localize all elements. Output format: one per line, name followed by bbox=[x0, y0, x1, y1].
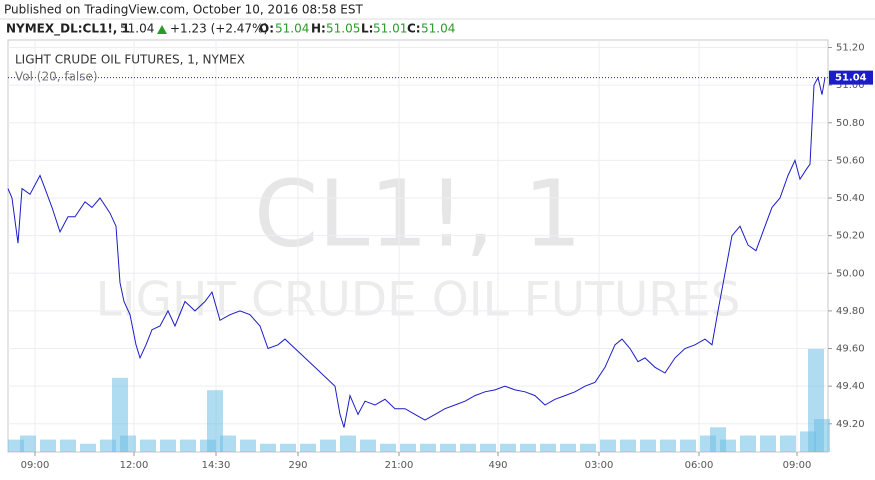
low-value: 51.01 bbox=[373, 22, 407, 36]
close-value: 51.04 bbox=[421, 22, 455, 36]
volume-bar bbox=[780, 435, 796, 452]
last-price-badge bbox=[829, 70, 873, 85]
y-tick-label: 50.20 bbox=[836, 231, 865, 242]
price: 51.04 bbox=[120, 22, 154, 36]
x-tick-label: 09:00 bbox=[783, 460, 812, 471]
volume-bar bbox=[540, 443, 556, 452]
high-label: H: bbox=[311, 22, 326, 36]
volume-bar bbox=[740, 435, 756, 452]
x-tick-label: 03:00 bbox=[585, 460, 614, 471]
volume-bar bbox=[220, 435, 236, 452]
x-tick-label: 490 bbox=[488, 460, 507, 471]
volume-bar bbox=[480, 443, 496, 452]
volume-bar bbox=[240, 439, 256, 452]
volume-bar bbox=[420, 443, 436, 452]
volume-bar bbox=[560, 443, 576, 452]
volume-bar bbox=[112, 377, 128, 452]
volume-bar bbox=[380, 443, 396, 452]
open-label: O: bbox=[259, 22, 274, 36]
y-tick-label: 51.00 bbox=[836, 80, 865, 91]
open-value: 51.04 bbox=[275, 22, 309, 36]
volume-bar bbox=[680, 439, 696, 452]
volume-bar bbox=[760, 435, 776, 452]
volume-bar bbox=[580, 443, 596, 452]
y-tick-label: 49.20 bbox=[836, 419, 865, 430]
last-price-label: 51.04 bbox=[835, 73, 867, 84]
volume-bar bbox=[814, 419, 830, 452]
volume-bar bbox=[60, 439, 76, 452]
volume-bar bbox=[600, 439, 616, 452]
volume-bar bbox=[280, 443, 296, 452]
x-tick-label: 21:00 bbox=[385, 460, 414, 471]
published-note: Published on TradingView.com, October 10… bbox=[4, 3, 364, 17]
watermark: CL1!, 1 bbox=[254, 160, 582, 267]
volume-bar bbox=[320, 439, 336, 452]
volume-bar bbox=[40, 439, 56, 452]
x-tick-label: 09:00 bbox=[21, 460, 50, 471]
volume-bar bbox=[660, 439, 676, 452]
y-tick-label: 50.60 bbox=[836, 155, 865, 166]
x-tick-label: 14:30 bbox=[202, 460, 231, 471]
volume-bar bbox=[80, 443, 96, 452]
plot-frame bbox=[7, 39, 829, 453]
volume-bar bbox=[120, 435, 136, 452]
x-tick-label: 12:00 bbox=[120, 460, 149, 471]
low-label: L: bbox=[361, 22, 373, 36]
volume-bar bbox=[520, 443, 536, 452]
volume-bar bbox=[500, 443, 516, 452]
change: +1.23 (+2.47%) bbox=[170, 22, 268, 36]
legend-title: LIGHT CRUDE OIL FUTURES, 1, NYMEX bbox=[15, 53, 245, 67]
plot-area: CL1!, 1 LIGHT CRUDE OIL FUTURES 49.20 49.40… bbox=[7, 39, 873, 471]
volume-bar bbox=[207, 390, 223, 452]
volume-bar bbox=[640, 439, 656, 452]
x-tick-label: 290 bbox=[288, 460, 307, 471]
y-tick-label: 49.80 bbox=[836, 306, 865, 317]
volume-bar bbox=[140, 439, 156, 452]
volume-bar bbox=[300, 443, 316, 452]
y-tick-label: 50.00 bbox=[836, 268, 865, 279]
volume-bar bbox=[340, 435, 356, 452]
high-value: 51.05 bbox=[326, 22, 360, 36]
close-label: C: bbox=[407, 22, 421, 36]
volume-bar bbox=[720, 439, 736, 452]
watermark-subtitle: LIGHT CRUDE OIL FUTURES bbox=[96, 273, 741, 328]
symbol: NYMEX_DL:CL1!, 1 bbox=[6, 22, 130, 37]
y-tick-label: 49.40 bbox=[836, 381, 865, 392]
price-line bbox=[7, 76, 826, 428]
volume-bar bbox=[180, 439, 196, 452]
y-tick-label: 49.60 bbox=[836, 344, 865, 355]
volume-bar bbox=[360, 439, 376, 452]
volume-bar bbox=[460, 443, 476, 452]
volume-bar bbox=[400, 443, 416, 452]
volume-bar bbox=[620, 439, 636, 452]
volume-bar bbox=[440, 443, 456, 452]
up-arrow bbox=[157, 25, 167, 34]
volume-bar bbox=[260, 443, 276, 452]
x-tick-label: 06:00 bbox=[685, 460, 714, 471]
volume-legend: Vol (20, false) bbox=[15, 70, 98, 84]
volume-bar bbox=[20, 435, 36, 452]
volume-bar bbox=[160, 439, 176, 452]
y-tick-label: 50.80 bbox=[836, 118, 865, 129]
y-tick-label: 50.40 bbox=[836, 193, 865, 204]
y-tick-label: 51.20 bbox=[836, 43, 865, 54]
